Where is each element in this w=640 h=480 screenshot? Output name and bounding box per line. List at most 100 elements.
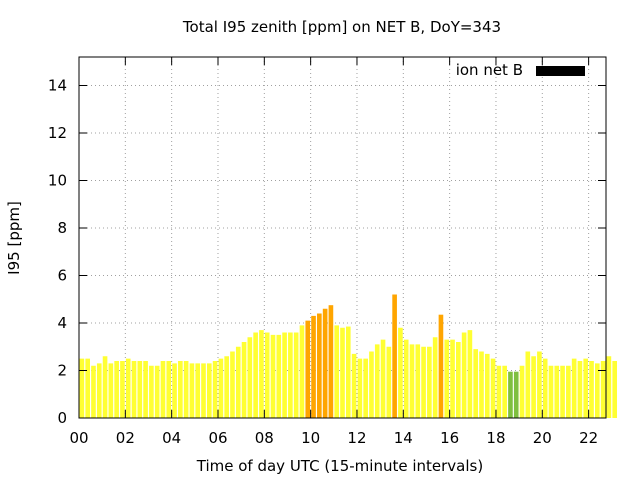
y-tick-label: 2 bbox=[57, 362, 67, 380]
bar bbox=[235, 346, 241, 418]
bar bbox=[166, 361, 172, 418]
grid bbox=[79, 57, 606, 418]
bar bbox=[322, 308, 328, 418]
bar bbox=[369, 351, 374, 418]
bar bbox=[189, 363, 195, 419]
bar bbox=[502, 365, 507, 418]
bar bbox=[345, 326, 351, 418]
bar bbox=[85, 358, 90, 419]
bar bbox=[96, 363, 102, 419]
bar bbox=[577, 361, 583, 418]
bar bbox=[606, 356, 612, 418]
x-tick-label: 16 bbox=[440, 429, 459, 447]
bar bbox=[311, 315, 316, 419]
bar bbox=[293, 332, 299, 418]
y-tick-label: 8 bbox=[57, 219, 67, 237]
bar bbox=[224, 356, 229, 418]
bar bbox=[125, 358, 131, 419]
bar bbox=[560, 365, 565, 418]
bar bbox=[247, 337, 253, 418]
chart-title: Total I95 zenith [ppm] on NET B, DoY=343 bbox=[182, 18, 501, 36]
plot-frame bbox=[78, 56, 607, 419]
bar bbox=[206, 363, 212, 419]
bar bbox=[160, 361, 166, 418]
bar bbox=[409, 344, 415, 419]
bar bbox=[114, 361, 119, 418]
bar bbox=[288, 332, 293, 418]
x-tick-label: 14 bbox=[394, 429, 413, 447]
legend-label: ion net B bbox=[456, 61, 523, 79]
bar bbox=[91, 365, 96, 418]
bar bbox=[374, 344, 380, 419]
x-tick-label: 12 bbox=[347, 429, 366, 447]
y-tick-label: 0 bbox=[57, 409, 67, 427]
bar bbox=[513, 371, 519, 418]
bar bbox=[363, 358, 368, 419]
y-axis-label: I95 [ppm] bbox=[5, 201, 23, 275]
bar bbox=[131, 361, 137, 418]
x-tick-label: 08 bbox=[255, 429, 274, 447]
y-tick-label: 6 bbox=[57, 267, 67, 285]
bar bbox=[259, 330, 264, 419]
bar bbox=[415, 344, 421, 419]
bar bbox=[386, 346, 392, 418]
bar bbox=[589, 361, 594, 418]
bar bbox=[178, 361, 183, 418]
legend-swatch bbox=[536, 66, 585, 76]
bar bbox=[299, 325, 305, 419]
bar bbox=[496, 365, 502, 418]
bar bbox=[571, 358, 577, 419]
bars bbox=[79, 294, 617, 419]
bar bbox=[484, 353, 490, 419]
bar bbox=[421, 346, 426, 418]
bar bbox=[154, 365, 160, 418]
bar bbox=[554, 365, 560, 418]
bar bbox=[253, 332, 258, 418]
y-tick-label: 10 bbox=[48, 172, 67, 190]
bar bbox=[427, 346, 432, 418]
bar bbox=[542, 358, 548, 419]
bar bbox=[137, 361, 143, 418]
bar bbox=[467, 330, 473, 419]
bar bbox=[508, 371, 513, 418]
bar bbox=[334, 325, 340, 419]
legend: ion net B bbox=[456, 61, 585, 79]
y-tick-label: 14 bbox=[48, 77, 67, 95]
bar bbox=[143, 361, 148, 418]
bar bbox=[392, 294, 397, 418]
bar bbox=[548, 365, 554, 418]
x-tick-label: 10 bbox=[301, 429, 320, 447]
bar bbox=[531, 356, 536, 418]
bar bbox=[432, 337, 438, 418]
y-tick-label: 12 bbox=[48, 124, 67, 142]
bar bbox=[403, 339, 409, 419]
x-tick-label: 04 bbox=[162, 429, 181, 447]
bar bbox=[201, 363, 206, 419]
bar bbox=[212, 361, 218, 418]
bar bbox=[241, 342, 247, 418]
bar bbox=[172, 363, 177, 419]
bar bbox=[479, 351, 484, 418]
bar bbox=[525, 351, 531, 418]
bar bbox=[612, 361, 617, 418]
bar bbox=[195, 363, 201, 419]
bar bbox=[230, 351, 235, 418]
x-tick-label: 02 bbox=[116, 429, 135, 447]
bar bbox=[276, 334, 282, 419]
bar bbox=[444, 339, 450, 419]
x-tick-label: 06 bbox=[208, 429, 227, 447]
bar bbox=[456, 342, 461, 418]
bar bbox=[264, 332, 270, 418]
bar bbox=[218, 358, 224, 419]
bar bbox=[328, 305, 334, 418]
bar bbox=[108, 363, 114, 419]
bar bbox=[305, 320, 311, 419]
bar bbox=[583, 358, 589, 419]
bar bbox=[270, 334, 276, 419]
bar bbox=[102, 356, 108, 418]
bar bbox=[398, 327, 403, 418]
bar bbox=[340, 327, 345, 418]
bar bbox=[519, 365, 525, 418]
